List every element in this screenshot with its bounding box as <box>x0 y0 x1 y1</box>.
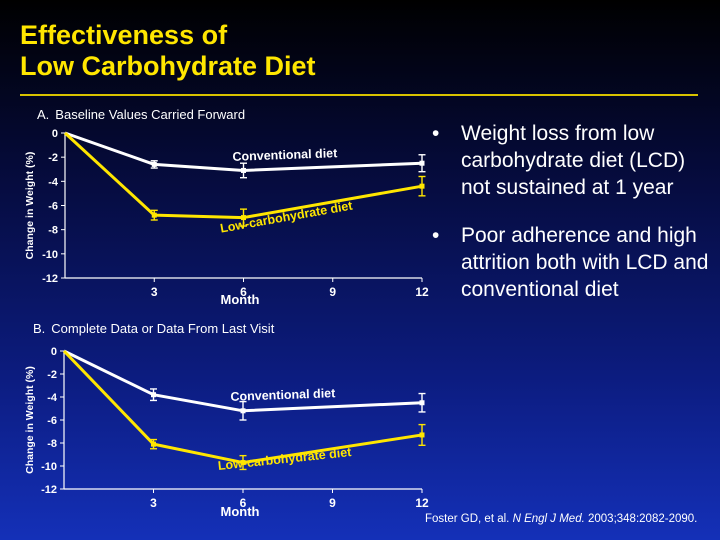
conventional-series-line <box>63 349 423 413</box>
panel-a-title: Baseline Values Carried Forward <box>55 107 246 122</box>
bullet-item: • Weight loss from low carbohydrate diet… <box>426 120 710 201</box>
conventional-series-label: Conventional diet <box>232 146 338 164</box>
y-tick-label: -12 <box>42 273 58 285</box>
y-tick-label: -2 <box>48 152 58 164</box>
low-carb-series-line <box>62 349 423 465</box>
x-tick-label: 3 <box>151 285 158 299</box>
panel-b-title: Complete Data or Data From Last Visit <box>51 321 275 336</box>
bullet-text: Poor adherence and high attrition both w… <box>461 224 709 301</box>
y-tick-label: -8 <box>47 438 57 450</box>
citation-journal: N Engl J Med. <box>512 513 585 525</box>
bullet-item: • Poor adherence and high attrition both… <box>426 222 710 303</box>
x-tick-label: 9 <box>329 285 336 299</box>
y-tick-label: 0 <box>51 346 57 358</box>
bullet-dot: • <box>432 122 440 145</box>
x-tick-label: 9 <box>329 496 336 510</box>
panel-b-label: B. Complete Data or Data From Last Visit <box>33 321 274 336</box>
y-axis-title: Change in Weight (%) <box>24 152 36 260</box>
y-axis-title: Change in Weight (%) <box>24 366 36 474</box>
x-axis-title: Month <box>221 504 260 519</box>
conventional-data-point <box>240 408 246 414</box>
x-tick-label: 3 <box>150 496 157 510</box>
bullet-dot: • <box>432 224 440 247</box>
y-tick-label: -4 <box>48 176 59 188</box>
panel-a-label: A. Baseline Values Carried Forward <box>37 107 245 122</box>
x-tick-label: 6 <box>240 496 247 510</box>
panel-b-letter: B. <box>33 321 46 336</box>
low-carb-series-line <box>63 131 423 220</box>
x-tick-label: 12 <box>415 285 429 299</box>
panel-a-letter: A. <box>37 107 50 122</box>
conventional-data-point <box>419 160 425 166</box>
chart-a: 0 -2 -4 -6 -8 -10 -12 3 6 9 12 Month Change in Weigh… <box>24 128 429 307</box>
title-line-1: Effectiveness of <box>20 20 228 50</box>
y-tick-label: -12 <box>41 484 57 496</box>
title-divider <box>20 94 698 96</box>
slide-title: Effectiveness of Low Carbohydrate Diet <box>20 20 316 82</box>
conventional-data-point <box>151 161 157 167</box>
citation-details: 2003;348:2082-2090. <box>584 513 698 525</box>
y-tick-label: -10 <box>42 249 58 261</box>
low-carb-data-point <box>419 183 425 189</box>
bullet-text: Weight loss from low carbohydrate diet (… <box>461 122 686 199</box>
y-tick-label: -2 <box>47 369 57 381</box>
conventional-data-point <box>151 392 156 398</box>
y-tick-label: -6 <box>48 201 58 213</box>
conventional-series-line <box>64 131 423 172</box>
y-tick-label: 0 <box>52 128 58 140</box>
x-tick-label: 6 <box>240 285 247 299</box>
y-tick-label: -6 <box>47 415 57 427</box>
x-axis-title: Month <box>221 292 260 307</box>
low-carb-data-point <box>419 432 425 438</box>
y-tick-label: -10 <box>41 461 57 473</box>
conventional-data-point <box>241 167 246 173</box>
y-tick-label: -8 <box>48 225 58 237</box>
citation: Foster GD, et al. N Engl J Med. 2003;348… <box>425 513 697 525</box>
title-line-2: Low Carbohydrate Diet <box>20 51 316 81</box>
citation-authors: Foster GD, et al. <box>425 513 513 525</box>
low-carb-data-point <box>151 441 156 447</box>
low-carb-data-point <box>151 212 157 218</box>
chart-b: 0 -2 -4 -6 -8 -10 -12 3 6 9 12 Month Change in Weigh… <box>24 346 429 519</box>
low-carb-data-point <box>240 460 246 466</box>
low-carb-series-label: Low-carbohydrate diet <box>217 445 353 473</box>
conventional-data-point <box>419 400 425 406</box>
conventional-series-label: Conventional diet <box>230 386 336 404</box>
y-tick-label: -4 <box>47 392 58 404</box>
low-carb-data-point <box>241 215 246 221</box>
bullet-list: • Weight loss from low carbohydrate diet… <box>426 120 710 324</box>
x-tick-label: 12 <box>415 496 429 510</box>
